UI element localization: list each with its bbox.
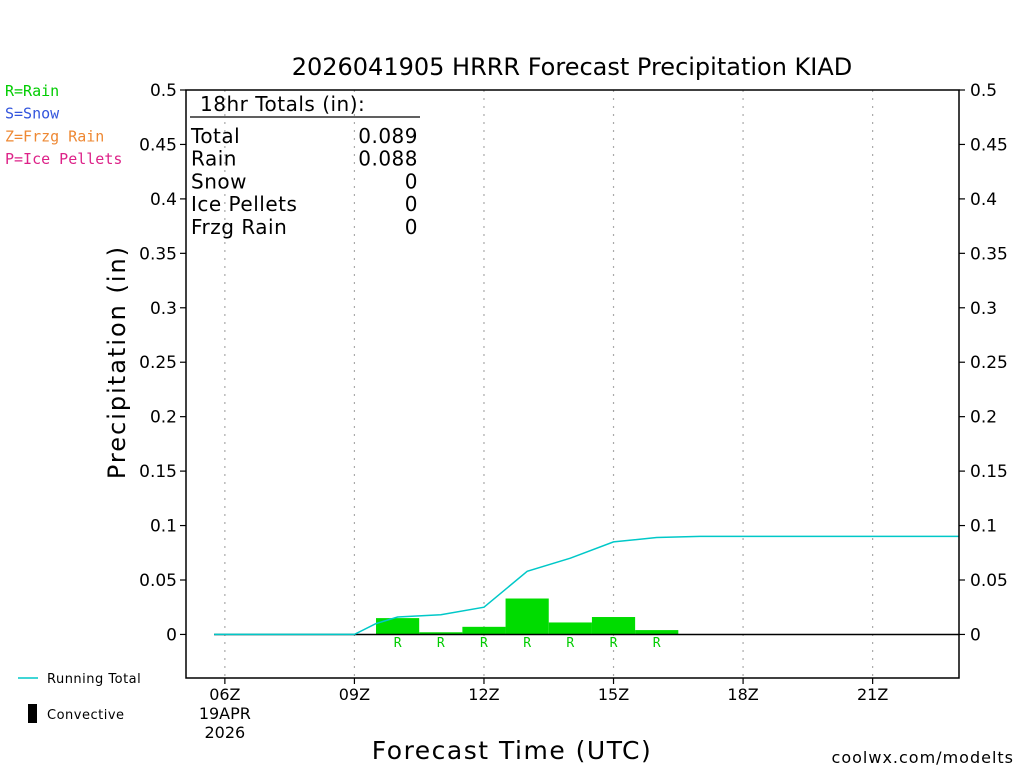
precip-type-marker: R	[437, 636, 445, 651]
legend-item-type: P=Ice Pellets	[5, 150, 122, 168]
precip-type-marker: R	[566, 636, 574, 651]
gridlines	[224, 90, 874, 678]
y-tick-label: 0	[166, 625, 177, 645]
y-tick-label: 0.05	[139, 571, 177, 591]
x-tick-label: 15Z	[598, 685, 629, 704]
plot-frame	[185, 89, 960, 679]
precip-type-marker: R	[523, 636, 531, 651]
precip-type-marker: R	[394, 636, 402, 651]
totals-value: 0.088	[358, 147, 418, 171]
precip-bar	[462, 626, 506, 635]
precip-type-marker: R	[653, 636, 661, 651]
precip-bar	[548, 622, 592, 635]
legend-swatch-convective	[28, 704, 37, 723]
precip-bar	[505, 598, 549, 635]
precip-bar	[376, 618, 420, 635]
x-tick-label: 18Z	[727, 685, 758, 704]
legend-item-convective: Convective	[47, 708, 125, 723]
y-tick-label: 0.25	[139, 353, 177, 373]
y-tick-label-right: 0.05	[970, 571, 1008, 591]
x-tick-label: 06Z	[209, 685, 240, 704]
y-tick-label-right: 0.2	[970, 408, 997, 428]
y-tick-label-right: 0	[970, 625, 981, 645]
totals-box: 18hr Totals (in): Total 0.089 Rain 0.088 Sno…	[190, 92, 420, 239]
totals-label: Frzg Rain	[191, 215, 287, 239]
totals-value: 0	[405, 192, 418, 216]
precip-bar	[635, 630, 679, 635]
y-tick-label-right: 0.5	[970, 81, 997, 101]
legend-item-type: S=Snow	[5, 105, 60, 123]
legend-item-type: Z=Frzg Rain	[5, 127, 104, 145]
totals-label: Snow	[191, 169, 247, 193]
y-axis-left: 0 0.05 0.1 0.15 0.2 0.25 0.3 0.35 0.4 0.45 0.5	[139, 81, 186, 645]
y-tick-label: 0.45	[139, 135, 177, 155]
y-tick-label: 0.1	[150, 517, 177, 537]
x-tick-label: 12Z	[468, 685, 499, 704]
y-tick-label: 0.4	[150, 190, 177, 210]
y-tick-label: 0.15	[139, 462, 177, 482]
totals-value: 0	[405, 215, 418, 239]
precip-bar	[591, 617, 636, 635]
precip-type-marker: R	[480, 636, 488, 651]
y-axis-label: Precipitation (in)	[103, 245, 131, 479]
running-total-line	[214, 535, 959, 636]
y-tick-label: 0.3	[150, 299, 177, 319]
totals-label: Ice Pellets	[191, 192, 297, 216]
totals-label: Total	[190, 124, 240, 148]
y-axis-right: 0 0.05 0.1 0.15 0.2 0.25 0.3 0.35 0.4 0.45 0.5	[959, 81, 1008, 645]
x-tick-label: 09Z	[339, 685, 370, 704]
y-tick-label-right: 0.35	[970, 244, 1008, 264]
y-tick-label-right: 0.25	[970, 353, 1008, 373]
y-tick-label-right: 0.4	[970, 190, 997, 210]
x-axis-label: Forecast Time (UTC)	[372, 736, 652, 765]
series-lines	[214, 535, 959, 636]
credit-text: coolwx.com/modelts	[832, 748, 1014, 767]
series-legend: Running Total Convective	[18, 672, 141, 723]
totals-value: 0.089	[358, 124, 418, 148]
legend-item-running-total: Running Total	[47, 672, 141, 687]
y-tick-label-right: 0.45	[970, 135, 1008, 155]
y-tick-label-right: 0.15	[970, 462, 1008, 482]
precip-bars	[376, 598, 679, 635]
totals-label: Rain	[191, 147, 237, 171]
totals-value: 0	[405, 169, 418, 193]
totals-header: 18hr Totals (in):	[200, 92, 365, 116]
y-tick-label: 0.2	[150, 408, 177, 428]
precip-type-marker: R	[610, 636, 618, 651]
y-tick-label: 0.5	[150, 81, 177, 101]
x-tick-label: 21Z	[857, 685, 888, 704]
chart-title: 2026041905 HRRR Forecast Precipitation K…	[292, 53, 853, 81]
y-tick-label-right: 0.1	[970, 517, 997, 537]
precip-bar	[419, 632, 463, 635]
x-tick-year: 2026	[205, 723, 246, 742]
precip-type-legend: R=Rain S=Snow Z=Frzg Rain P=Ice Pellets	[5, 82, 122, 168]
y-tick-label: 0.35	[139, 244, 177, 264]
x-tick-date: 19APR	[199, 704, 251, 723]
legend-item-type: R=Rain	[5, 82, 59, 100]
y-tick-label-right: 0.3	[970, 299, 997, 319]
